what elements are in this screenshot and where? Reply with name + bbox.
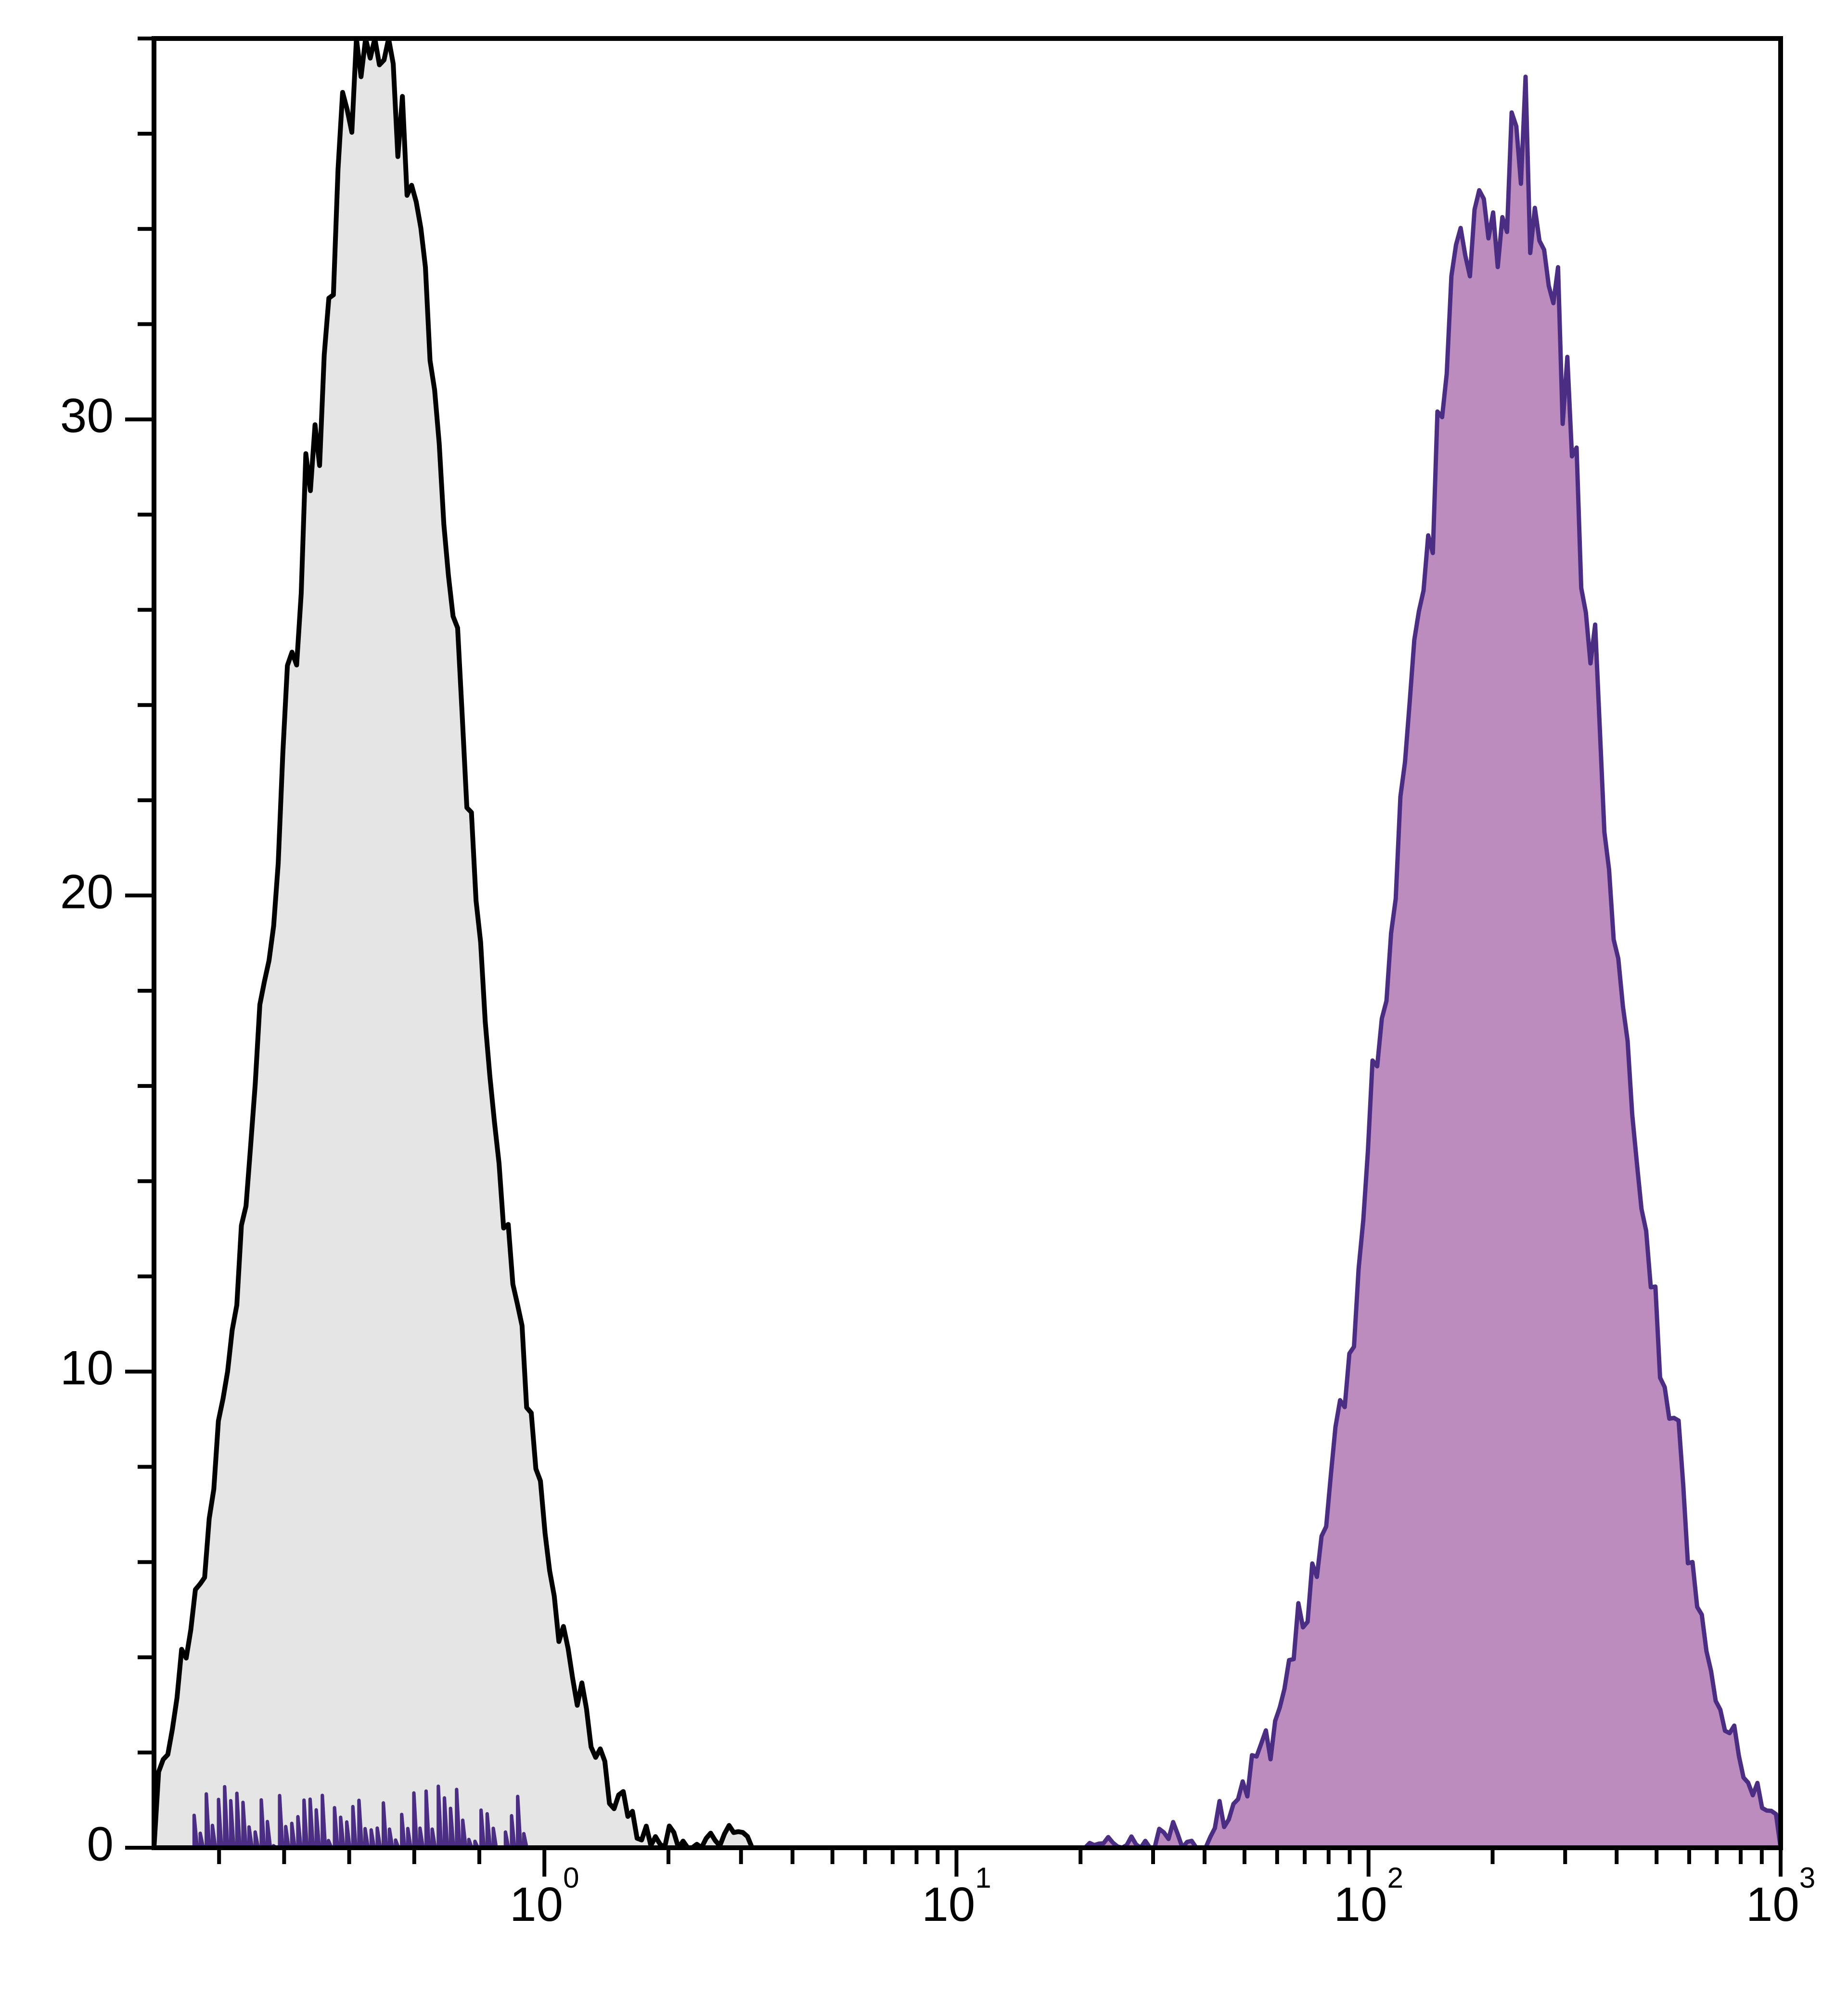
flow-cytometry-histogram: 1001011021030102030	[0, 0, 1848, 2007]
y-tick-label: 0	[87, 1817, 114, 1871]
chart-svg: 1001011021030102030	[0, 0, 1848, 2007]
y-tick-label: 20	[60, 865, 114, 919]
y-tick-label: 30	[60, 389, 114, 443]
y-tick-label: 10	[60, 1341, 114, 1395]
